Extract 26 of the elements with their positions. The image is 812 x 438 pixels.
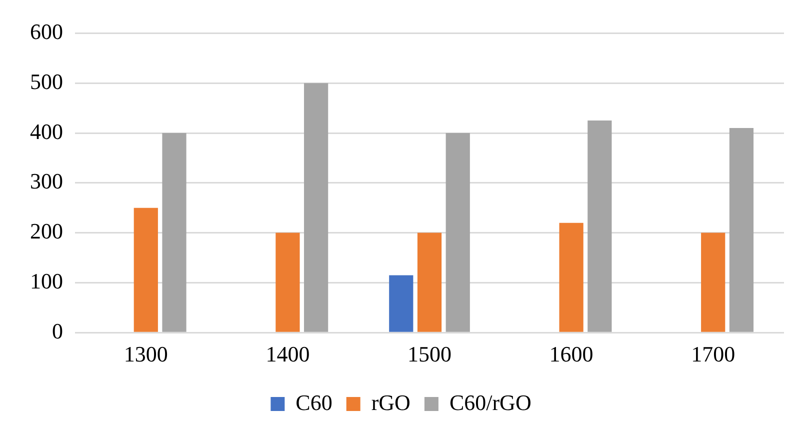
bar [389,275,414,332]
x-tick-label: 1400 [266,342,310,367]
legend-label: C60 [296,390,332,415]
x-tick-label: 1500 [408,342,452,367]
y-tick-label: 100 [30,268,63,294]
legend-label: rGO [371,390,410,415]
bar [588,120,612,332]
bar [729,128,754,332]
y-tick-label: 200 [30,218,63,244]
bar [304,83,328,332]
bar [446,133,470,332]
bar [276,232,300,332]
y-tick-label: 500 [30,68,63,94]
y-tick-label: 600 [30,18,63,44]
bar [417,232,442,332]
y-tick-label: 300 [30,168,63,194]
y-tick-label: 0 [52,318,63,344]
x-tick-label: 1700 [691,342,736,367]
legend-label: C60/rGO [449,390,532,415]
bar [559,222,584,332]
x-tick-label: 1600 [549,342,594,367]
bar [162,133,186,332]
x-tick-label: 1300 [124,342,168,367]
bar [134,208,158,332]
bar [701,232,726,332]
y-tick-label: 400 [30,118,63,144]
